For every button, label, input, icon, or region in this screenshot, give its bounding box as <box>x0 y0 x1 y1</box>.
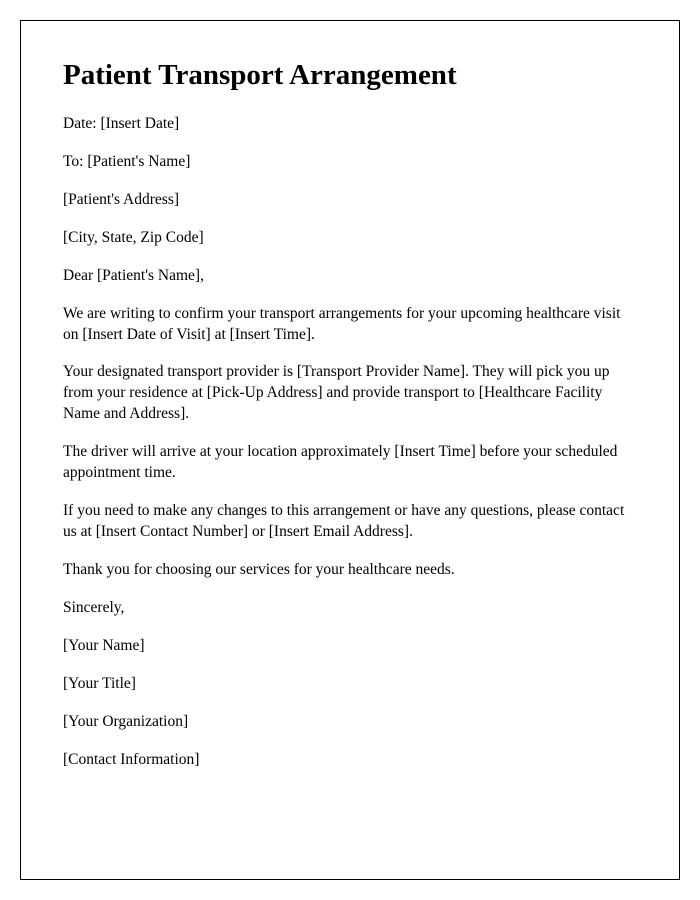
body-paragraph-4: If you need to make any changes to this … <box>63 501 637 543</box>
your-name-line: [Your Name] <box>63 636 637 657</box>
document-page: Patient Transport Arrangement Date: [Ins… <box>20 20 680 880</box>
your-org-line: [Your Organization] <box>63 712 637 733</box>
document-title: Patient Transport Arrangement <box>63 59 637 92</box>
salutation-line: Dear [Patient's Name], <box>63 266 637 287</box>
your-title-line: [Your Title] <box>63 674 637 695</box>
city-state-zip-line: [City, State, Zip Code] <box>63 228 637 249</box>
thanks-line: Thank you for choosing our services for … <box>63 560 637 581</box>
body-paragraph-1: We are writing to confirm your transport… <box>63 304 637 346</box>
address-line: [Patient's Address] <box>63 190 637 211</box>
closing-line: Sincerely, <box>63 598 637 619</box>
body-paragraph-3: The driver will arrive at your location … <box>63 442 637 484</box>
date-line: Date: [Insert Date] <box>63 114 637 135</box>
to-line: To: [Patient's Name] <box>63 152 637 173</box>
contact-info-line: [Contact Information] <box>63 750 637 771</box>
body-paragraph-2: Your designated transport provider is [T… <box>63 362 637 425</box>
